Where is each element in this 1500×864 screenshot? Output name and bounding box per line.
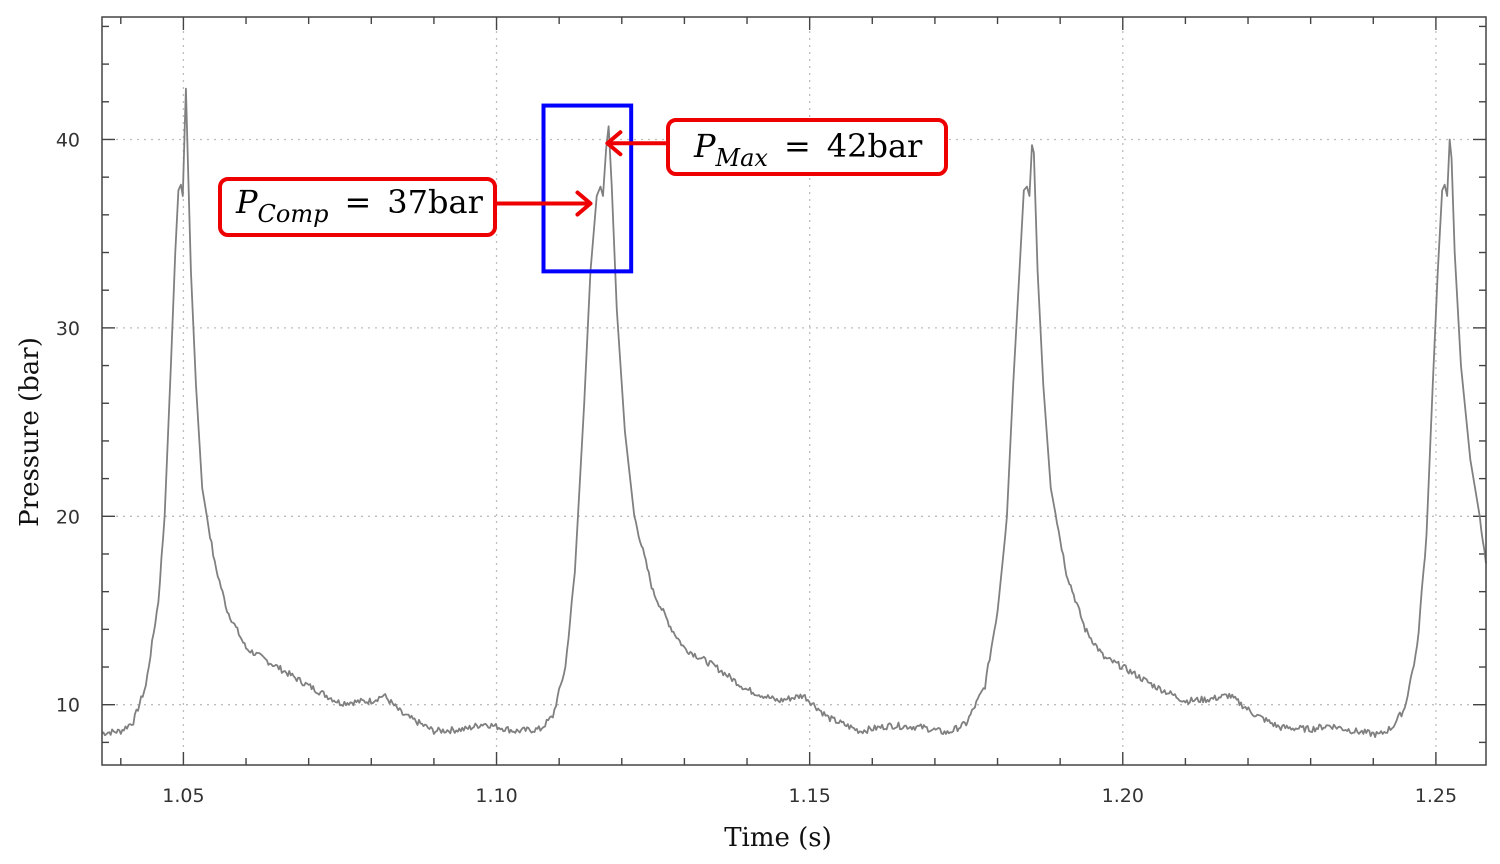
series-line-pressure (101, 87, 1487, 738)
p-comp-subscript: Comp (258, 200, 329, 228)
x-tick-label: 1.15 (788, 785, 830, 807)
p-max-label: PMax = 42bar (693, 127, 923, 172)
p-max-relation: = (784, 127, 811, 165)
highlight-box (541, 103, 634, 274)
p-max-value: 42bar (827, 127, 923, 165)
y-tick-label: 40 (56, 129, 80, 151)
p-comp-label-box (218, 177, 497, 237)
p-comp-annotation: PComp = 37bar (218, 177, 593, 237)
annotations: PMax = 42bar PComp = 37bar (218, 103, 948, 274)
y-tick-label: 30 (56, 318, 80, 340)
x-tick-label: 1.20 (1102, 785, 1144, 807)
x-tick-label: 1.10 (475, 785, 517, 807)
p-comp-label: PComp = 37bar (235, 183, 484, 228)
y-axis-title: Pressure (bar) (15, 337, 45, 527)
p-max-arrow-head (605, 130, 623, 157)
p-max-annotation: PMax = 42bar (605, 118, 948, 176)
grid-lines (102, 17, 1486, 765)
p-comp-value: 37bar (387, 183, 483, 221)
p-comp-relation: = (344, 183, 371, 221)
p-max-subscript: Max (715, 144, 769, 172)
series-layer (101, 87, 1487, 738)
x-tick-label: 1.05 (162, 785, 204, 807)
y-tick-label: 20 (56, 506, 80, 528)
plot-frame (101, 16, 1487, 766)
p-max-label-box (666, 118, 948, 176)
y-tick-label: 10 (56, 695, 80, 717)
tick-labels: 1.05 1.10 1.15 1.20 1.25 10 20 30 40 (56, 129, 1457, 807)
axis-ticks (102, 17, 1486, 765)
p-comp-arrow-head (575, 190, 593, 217)
x-tick-label: 1.25 (1415, 785, 1457, 807)
x-axis-title: Time (s) (724, 823, 832, 853)
p-max-symbol: P (693, 127, 716, 165)
p-comp-symbol: P (235, 183, 258, 221)
